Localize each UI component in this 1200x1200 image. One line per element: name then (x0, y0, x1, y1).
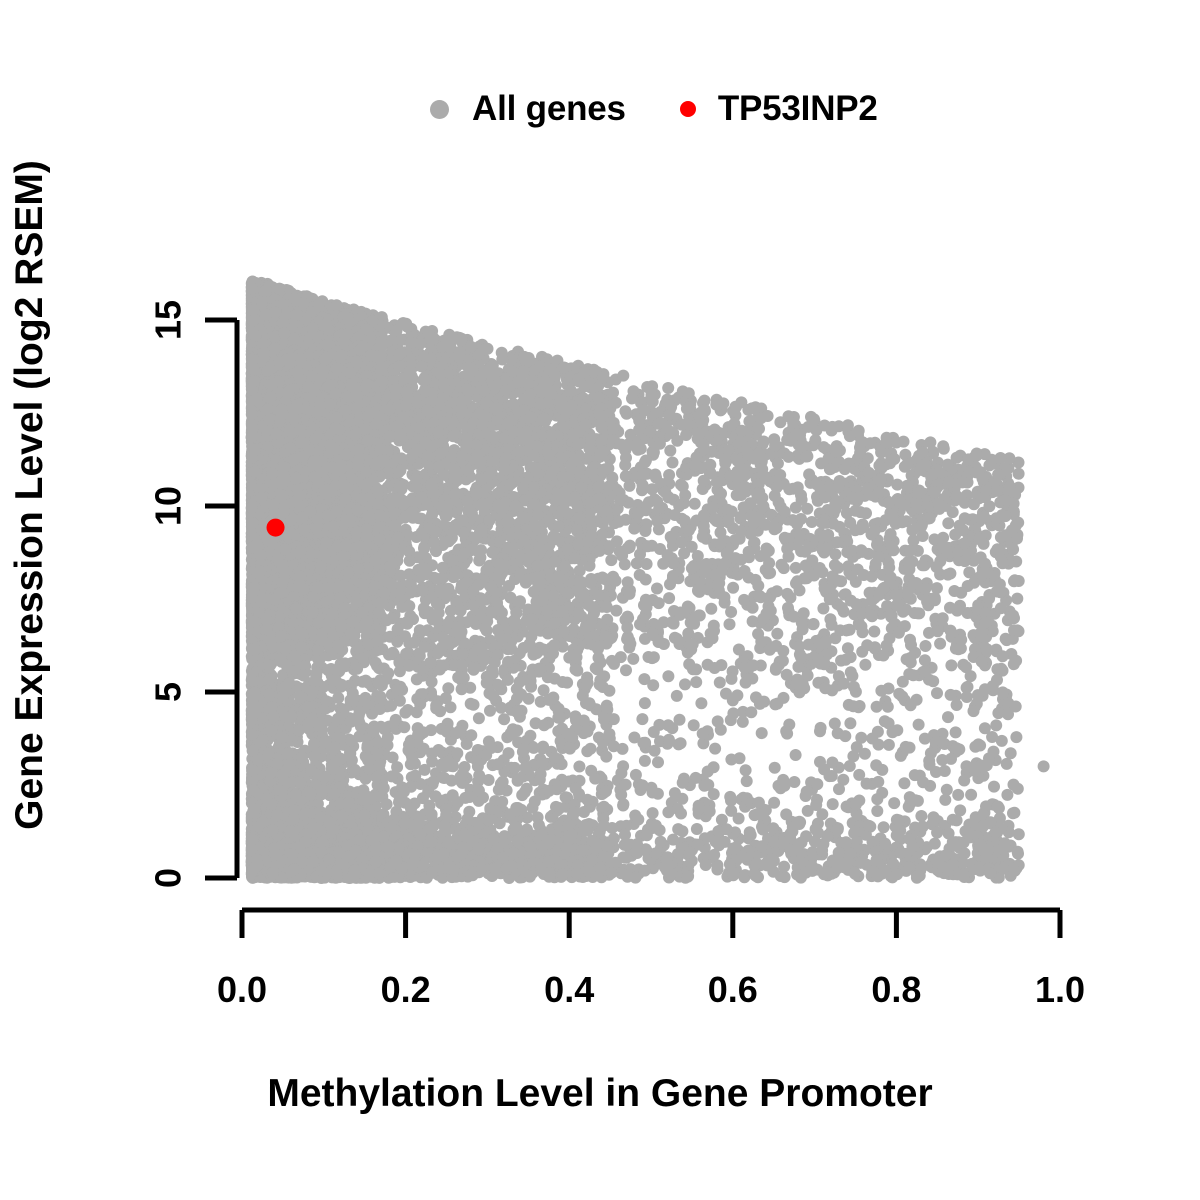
red-dot-icon (679, 101, 696, 117)
tick-labels-layer: 0.0 0.2 0.4 0.6 0.8 1.0 0 5 10 15 (148, 300, 1086, 1010)
legend-label-tp53inp2: TP53INP2 (717, 89, 878, 128)
legend-label-all-genes: All genes (472, 89, 626, 128)
x-tick-label: 1.0 (1035, 969, 1085, 1010)
data-points-layer (245, 275, 1050, 884)
y-tick-label: 10 (148, 486, 189, 526)
highlight-point-tp53inp2 (266, 518, 285, 537)
x-tick-label: 0.4 (544, 969, 594, 1010)
x-tick-label: 0.0 (217, 969, 267, 1010)
y-tick-label: 5 (148, 682, 189, 702)
x-tick-label: 0.8 (871, 969, 921, 1010)
legend-entry-tp53inp2: TP53INP2 (679, 89, 878, 129)
x-tick-label: 0.6 (708, 969, 758, 1010)
grey-dot-icon (430, 99, 449, 119)
chart-legend: All genes TP53INP2 (430, 78, 990, 140)
y-tick-label: 15 (148, 300, 189, 340)
legend-entry-all-genes: All genes (430, 89, 626, 129)
axes-layer (205, 317, 1063, 938)
x-axis-title: Methylation Level in Gene Promoter (267, 1072, 933, 1115)
highlight-point-layer (266, 518, 285, 537)
x-tick-label: 0.2 (381, 969, 431, 1010)
y-tick-label: 0 (148, 868, 189, 888)
